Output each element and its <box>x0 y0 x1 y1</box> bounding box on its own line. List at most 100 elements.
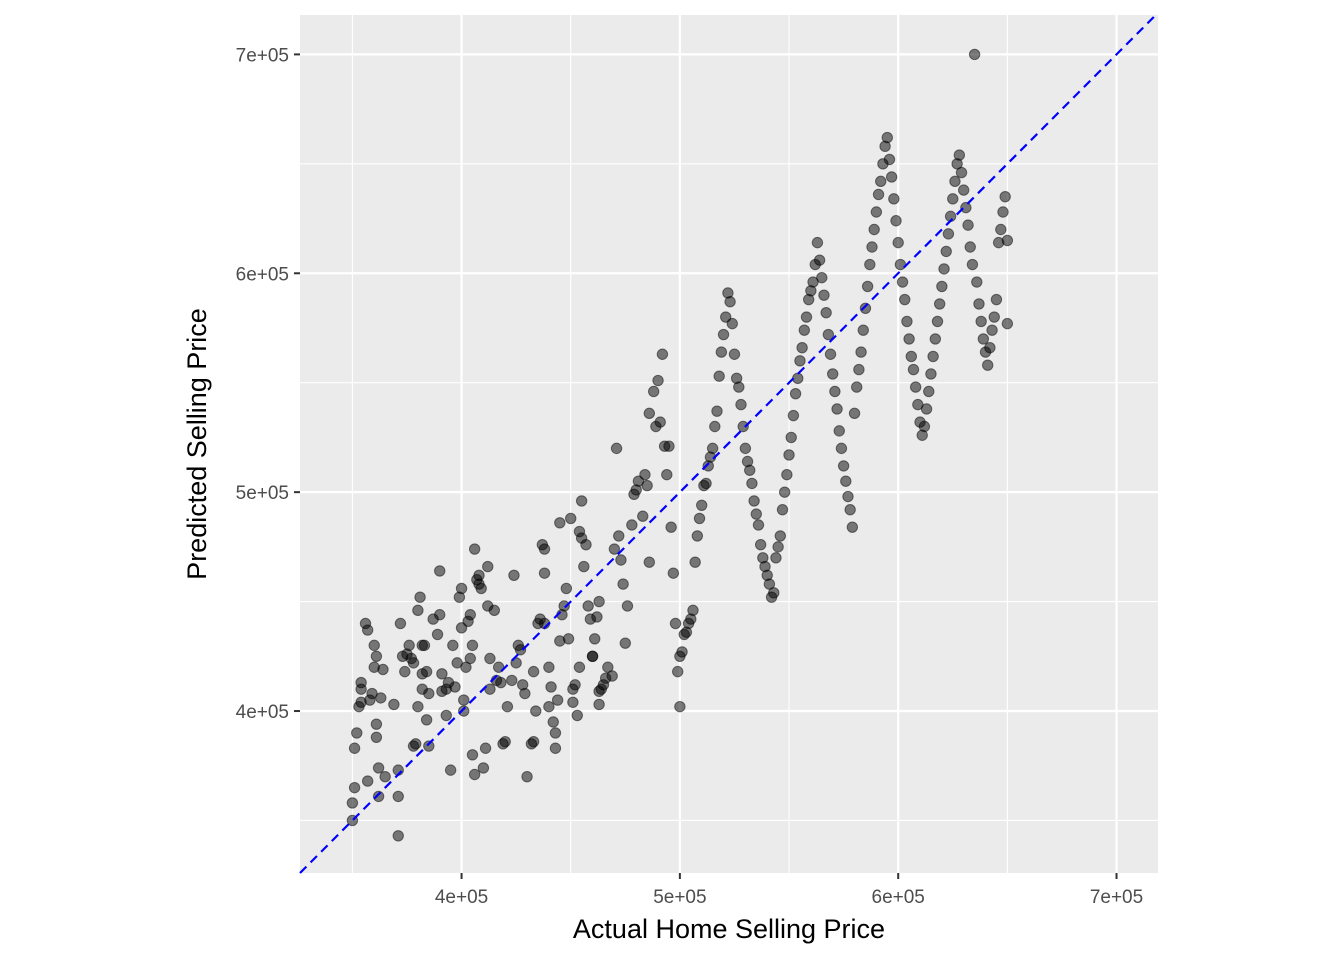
data-point <box>813 254 826 266</box>
data-point <box>859 302 872 314</box>
data-point <box>964 241 976 253</box>
data-point <box>554 517 566 529</box>
data-point <box>582 600 594 612</box>
data-point <box>464 652 476 665</box>
data-point <box>831 403 843 415</box>
data-point <box>464 609 476 621</box>
data-point <box>909 381 922 393</box>
data-point <box>857 324 869 336</box>
data-point <box>844 503 856 516</box>
data-point <box>750 508 762 520</box>
data-point <box>434 609 446 621</box>
data-point <box>929 333 942 345</box>
data-point <box>458 705 470 717</box>
data-point <box>370 731 383 743</box>
data-point <box>990 293 1003 306</box>
data-point <box>975 315 987 328</box>
data-point <box>488 604 501 617</box>
data-point <box>829 385 841 398</box>
data-point <box>377 663 389 676</box>
data-point <box>667 567 680 579</box>
data-point <box>781 468 793 481</box>
data-point <box>968 48 981 61</box>
data-point <box>661 468 673 481</box>
data-point <box>984 341 996 354</box>
data-point <box>846 521 859 533</box>
data-point <box>833 425 845 437</box>
data-point <box>423 740 435 752</box>
data-point <box>501 700 514 713</box>
data-point <box>562 633 575 645</box>
data-point <box>717 328 730 341</box>
y-axis: 4e+05 5e+05 6e+05 7e+05 <box>236 45 300 723</box>
data-point <box>543 661 555 673</box>
data-point <box>735 398 747 411</box>
data-points <box>346 48 1014 842</box>
data-point <box>691 530 704 542</box>
data-point <box>848 407 861 420</box>
data-point <box>617 578 629 590</box>
data-point <box>899 293 911 306</box>
data-point <box>613 530 625 542</box>
data-point <box>392 790 404 803</box>
data-point <box>654 416 666 428</box>
data-point <box>903 333 915 345</box>
data-point <box>610 442 623 455</box>
data-point <box>414 591 426 603</box>
data-point <box>896 276 909 288</box>
data-point <box>824 348 837 360</box>
data-point <box>960 201 972 214</box>
data-point <box>894 258 907 271</box>
data-point <box>589 633 601 645</box>
data-point <box>372 790 385 803</box>
data-point <box>918 420 931 433</box>
data-point <box>573 661 586 673</box>
data-point <box>689 556 701 568</box>
data-point <box>923 385 935 398</box>
data-point <box>971 276 983 288</box>
data-point <box>543 700 555 713</box>
data-point <box>840 475 852 487</box>
data-point <box>351 727 363 739</box>
data-point <box>816 271 828 284</box>
data-point <box>982 359 994 371</box>
y-tick-label: 6e+05 <box>236 264 289 285</box>
x-tick-label: 6e+05 <box>872 887 925 908</box>
data-point <box>571 709 583 722</box>
data-point <box>768 587 780 599</box>
data-point <box>883 153 896 166</box>
data-point <box>361 775 374 787</box>
data-point <box>770 552 782 564</box>
data-point <box>519 687 531 700</box>
data-point <box>811 236 824 249</box>
data-point <box>966 258 979 271</box>
data-point <box>973 298 985 310</box>
data-point <box>527 665 540 678</box>
data-point <box>508 569 520 582</box>
data-point <box>637 510 649 522</box>
data-point <box>455 582 468 595</box>
data-point <box>663 440 675 452</box>
data-point <box>947 193 959 205</box>
data-point <box>995 223 1007 236</box>
data-point <box>774 530 787 542</box>
data-point <box>938 263 950 275</box>
data-point <box>931 315 944 328</box>
data-point <box>837 460 850 472</box>
y-axis-title: Predicted Selling Price <box>182 308 212 580</box>
data-point <box>855 346 867 358</box>
data-point <box>372 762 385 774</box>
data-point <box>388 698 400 711</box>
data-point <box>787 409 800 422</box>
data-point <box>851 381 863 393</box>
data-point <box>591 611 603 623</box>
data-point <box>696 499 708 511</box>
data-point <box>842 490 854 503</box>
data-point <box>495 676 507 689</box>
y-tick-label: 5e+05 <box>236 483 289 504</box>
data-point <box>521 770 533 783</box>
data-point <box>399 665 411 678</box>
data-point <box>477 762 490 774</box>
data-point <box>575 495 588 507</box>
data-point <box>420 714 433 726</box>
